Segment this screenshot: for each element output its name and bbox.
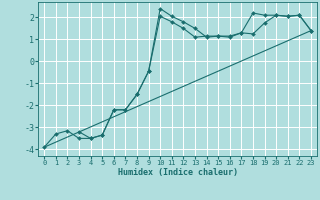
X-axis label: Humidex (Indice chaleur): Humidex (Indice chaleur)	[118, 168, 238, 177]
